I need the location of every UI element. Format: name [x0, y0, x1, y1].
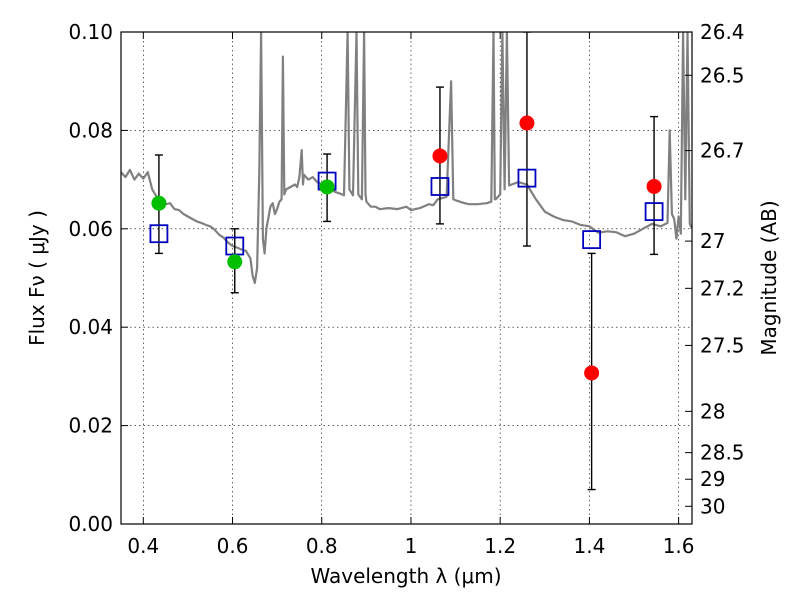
grid — [121, 32, 692, 524]
green-data-point — [319, 179, 335, 195]
model-square-point — [517, 168, 537, 188]
model-square-point — [149, 224, 169, 244]
y2-tick-label: 27.2 — [700, 276, 745, 300]
y2-tick-label: 27.5 — [700, 333, 745, 357]
model-square-point — [644, 202, 664, 221]
y2-tick-label: 27 — [700, 229, 725, 253]
y-tick-label: 0.08 — [68, 118, 113, 142]
y2-tick-label: 29 — [700, 467, 725, 491]
x-tick-label: 1.4 — [573, 534, 605, 558]
y-tick-label: 0.02 — [68, 414, 113, 438]
x-axis-title: Wavelength λ (μm) — [310, 564, 501, 588]
red-data-point — [432, 148, 448, 164]
data-layer — [121, 32, 692, 491]
model-square-point — [582, 230, 602, 250]
y2-tick-label: 26.4 — [700, 20, 745, 44]
y2-axis-title: Magnitude (AB) — [757, 200, 781, 355]
model-square-point — [430, 177, 450, 196]
y-tick-label: 0.00 — [68, 512, 113, 536]
x-tick-label: 1 — [405, 534, 418, 558]
x-tick-label: 0.4 — [127, 534, 159, 558]
y-tick-label: 0.04 — [68, 315, 113, 339]
y2-tick-label: 26.5 — [700, 63, 745, 87]
y-tick-label: 0.10 — [68, 20, 113, 44]
model-spectrum-line — [121, 32, 692, 284]
x-tick-label: 1.2 — [484, 534, 516, 558]
green-data-point — [227, 254, 243, 270]
plot-frame — [120, 31, 693, 525]
red-data-point — [584, 365, 600, 381]
green-data-point — [151, 195, 167, 211]
ticks: 0.4 0.6 0.8 1 1.2 1.4 1.6 0.00 0.02 0.04 0.06 0.08 0… — [68, 20, 744, 558]
y2-tick-label: 28 — [700, 399, 725, 423]
x-tick-label: 0.6 — [217, 534, 249, 558]
red-data-point — [519, 115, 535, 131]
y-tick-label: 0.06 — [68, 217, 113, 241]
y2-tick-label: 30 — [700, 494, 725, 518]
y-axis-title: Flux Fν ( μJy ) — [25, 210, 49, 346]
red-data-point — [646, 178, 662, 194]
y2-tick-label: 26.7 — [700, 139, 745, 163]
x-tick-label: 0.8 — [306, 534, 338, 558]
plot-background — [121, 32, 692, 524]
x-tick-label: 1.6 — [663, 534, 695, 558]
y2-tick-label: 28.5 — [700, 441, 745, 465]
